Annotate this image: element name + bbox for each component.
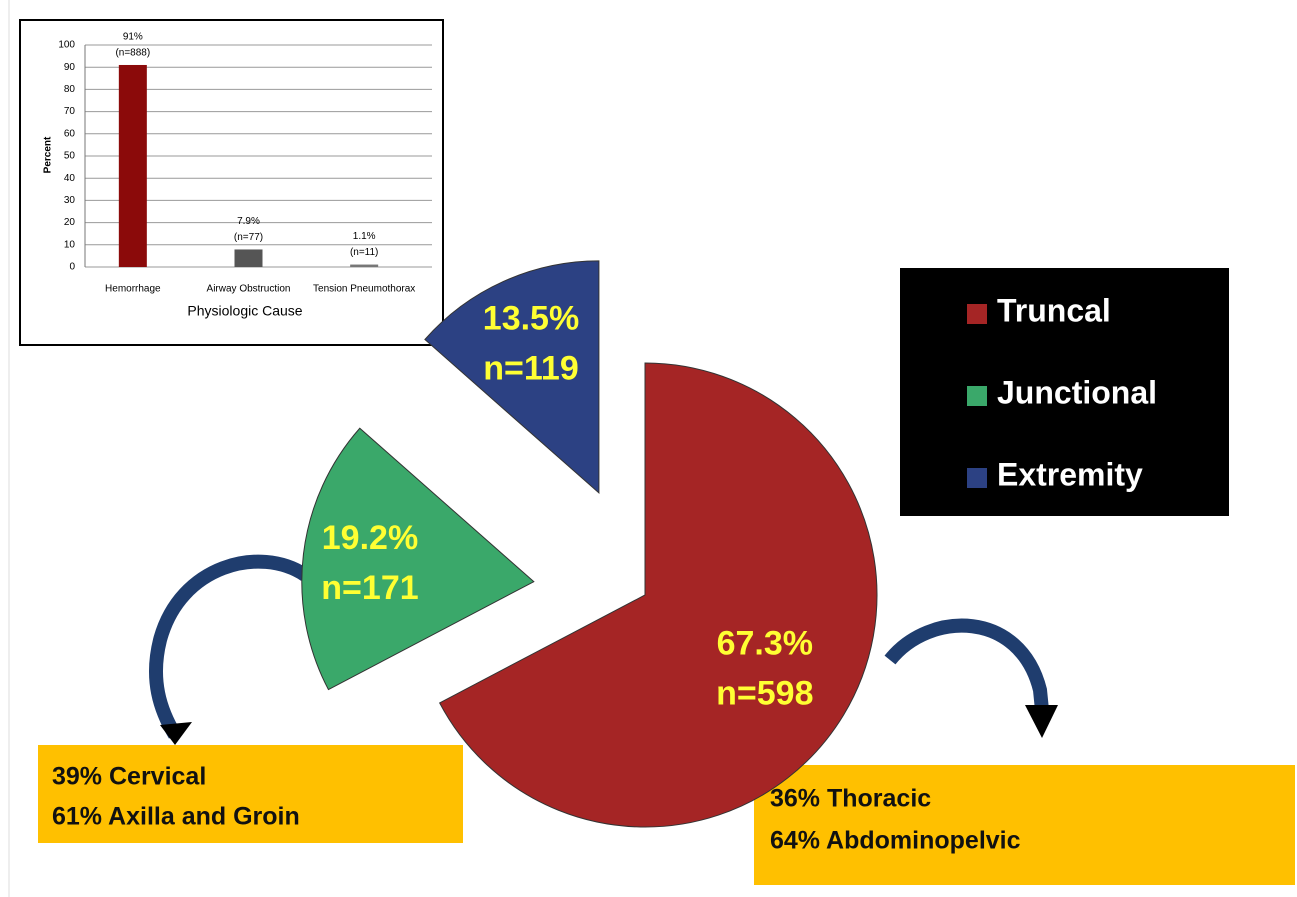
slice-count-label: n=171 xyxy=(321,569,418,607)
legend-swatch xyxy=(967,386,987,406)
legend-label: Truncal xyxy=(997,292,1111,328)
pie-slice xyxy=(424,260,600,495)
value-label: 1.1% xyxy=(353,231,376,242)
legend-label: Junctional xyxy=(997,374,1157,410)
x-tick-label: Airway Obstruction xyxy=(207,284,291,295)
slice-value-label: 13.5% xyxy=(483,300,579,338)
bar xyxy=(234,249,263,267)
count-label: (n=11) xyxy=(350,247,378,258)
callout-text: 39% Cervical xyxy=(52,763,206,791)
legend-box xyxy=(900,268,1229,516)
callout-box xyxy=(38,745,463,843)
arrow xyxy=(884,618,1049,711)
slice-value-label: 19.2% xyxy=(322,519,418,557)
arrow-head xyxy=(1025,705,1058,738)
y-tick-label: 10 xyxy=(64,239,76,250)
y-tick-label: 30 xyxy=(64,195,76,206)
y-tick-label: 90 xyxy=(64,62,76,73)
y-tick-label: 100 xyxy=(58,40,75,51)
y-tick-label: 70 xyxy=(64,106,76,117)
slice-count-label: n=119 xyxy=(483,350,578,388)
callout-text: 61% Axilla and Groin xyxy=(52,803,300,831)
y-tick-label: 80 xyxy=(64,84,76,95)
y-tick-label: 20 xyxy=(64,217,76,228)
bar xyxy=(118,64,147,267)
value-label: 91% xyxy=(123,32,143,43)
x-axis-label: Physiologic Cause xyxy=(187,303,302,319)
arrow xyxy=(148,554,309,739)
y-tick-label: 50 xyxy=(64,151,76,162)
callout-text: 36% Thoracic xyxy=(770,785,931,813)
x-tick-label: Tension Pneumothorax xyxy=(313,284,415,295)
callout-box xyxy=(754,765,1295,885)
legend-swatch xyxy=(967,304,987,324)
legend-swatch xyxy=(967,468,987,488)
y-axis-label: Percent xyxy=(43,136,54,173)
count-label: (n=77) xyxy=(234,232,263,243)
x-tick-label: Hemorrhage xyxy=(105,284,161,295)
pie-slice xyxy=(438,362,878,828)
arrow-head xyxy=(160,722,192,745)
callout-text: 64% Abdominopelvic xyxy=(770,827,1021,855)
slice-value-label: 67.3% xyxy=(717,624,813,662)
y-tick-label: 60 xyxy=(64,128,76,139)
pie-slice xyxy=(301,427,535,691)
legend-label: Extremity xyxy=(997,456,1143,492)
y-tick-label: 0 xyxy=(69,262,75,273)
value-label: 7.9% xyxy=(237,216,260,227)
y-tick-label: 40 xyxy=(64,173,76,184)
bar xyxy=(350,264,379,267)
count-label: (n=888) xyxy=(115,48,150,59)
inset-frame xyxy=(19,19,444,346)
slice-count-label: n=598 xyxy=(716,674,813,712)
